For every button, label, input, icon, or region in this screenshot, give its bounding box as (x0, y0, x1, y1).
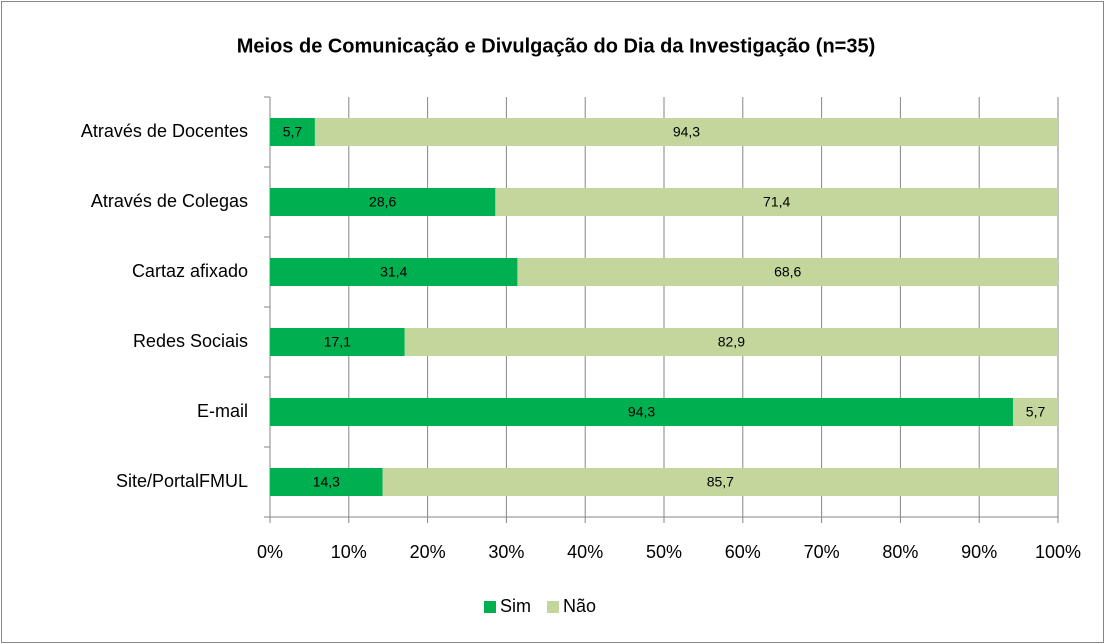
y-tick-label: Cartaz afixado (132, 261, 248, 281)
y-tick-label: Através de Docentes (81, 121, 248, 141)
x-tick-label: 10% (331, 542, 367, 562)
legend-swatch (484, 601, 496, 613)
bar-segment (495, 188, 1058, 216)
y-tick-label: Site/PortalFMUL (116, 471, 248, 491)
data-label: 14,3 (313, 474, 340, 490)
bar-segment (1013, 398, 1058, 426)
x-tick-label: 100% (1035, 542, 1081, 562)
data-label: 17,1 (324, 334, 351, 350)
legend-label: Não (563, 596, 596, 616)
bar-segment (404, 328, 1058, 356)
y-tick-label: Através de Colegas (91, 191, 248, 211)
legend-swatch (547, 601, 559, 613)
data-label: 28,6 (369, 194, 396, 210)
bar-segment (270, 468, 383, 496)
x-tick-label: 30% (488, 542, 524, 562)
bar-segment (270, 118, 315, 146)
data-label: 94,3 (628, 404, 655, 420)
data-label: 31,4 (380, 264, 407, 280)
data-label: 5,7 (283, 124, 303, 140)
x-tick-label: 40% (567, 542, 603, 562)
x-tick-label: 60% (725, 542, 761, 562)
y-tick-label: E-mail (197, 401, 248, 421)
y-tick-label: Redes Sociais (133, 331, 248, 351)
bar-segment (382, 468, 1059, 496)
bar-segment (517, 258, 1058, 286)
x-tick-label: 70% (804, 542, 840, 562)
x-tick-label: 50% (646, 542, 682, 562)
x-tick-label: 90% (961, 542, 997, 562)
data-label: 71,4 (763, 194, 790, 210)
x-tick-label: 20% (410, 542, 446, 562)
legend-label: Sim (500, 596, 531, 616)
x-tick-label: 0% (257, 542, 283, 562)
data-label: 68,6 (774, 264, 801, 280)
chart-title: Meios de Comunicação e Divulgação do Dia… (237, 35, 876, 57)
bar-segment (270, 398, 1014, 426)
data-label: 82,9 (718, 334, 745, 350)
bar-segment (314, 118, 1058, 146)
x-tick-label: 80% (882, 542, 918, 562)
data-label: 94,3 (673, 124, 700, 140)
data-label: 5,7 (1026, 404, 1046, 420)
bar-segment (270, 188, 496, 216)
data-label: 85,7 (707, 474, 734, 490)
bar-segment (270, 258, 518, 286)
bar-segment (270, 328, 405, 356)
